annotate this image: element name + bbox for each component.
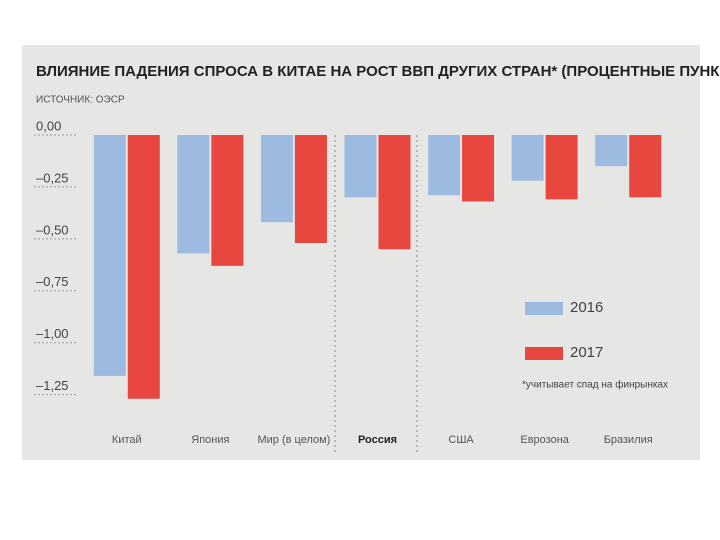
y-tick-label: –0,25 (36, 170, 69, 185)
bar (629, 135, 662, 198)
x-tick-label: США (448, 434, 474, 446)
bar (462, 135, 495, 202)
bar (127, 135, 160, 399)
bar (93, 135, 126, 376)
bar (344, 135, 377, 198)
bar (428, 135, 461, 196)
bar (211, 135, 244, 266)
x-tick-label: Россия (358, 434, 397, 446)
bar (177, 135, 210, 254)
bar (545, 135, 578, 200)
legend-swatch (525, 347, 563, 360)
bar (511, 135, 544, 181)
bar (260, 135, 293, 223)
bar (294, 135, 327, 243)
bar (378, 135, 411, 250)
x-tick-label: Еврозона (520, 434, 569, 446)
x-tick-label: Китай (112, 434, 142, 446)
bar (595, 135, 628, 167)
x-tick-label: Бразилия (604, 434, 653, 446)
chart-title: ВЛИЯНИЕ ПАДЕНИЯ СПРОСА В КИТАЕ НА РОСТ В… (36, 63, 720, 80)
chart-subtitle: ИСТОЧНИК: ОЭСР (36, 95, 125, 106)
y-tick-label: –0,75 (36, 274, 69, 289)
y-tick-label: –0,50 (36, 222, 69, 237)
x-tick-label: Мир (в целом) (257, 434, 330, 446)
y-tick-label: 0,00 (36, 118, 61, 133)
y-tick-label: –1,25 (36, 378, 69, 393)
footnote: *учитывает спад на финрынках (522, 379, 668, 391)
legend-swatch (525, 302, 563, 315)
x-tick-label: Япония (191, 434, 229, 446)
legend-label: 2017 (570, 344, 603, 361)
y-tick-label: –1,00 (36, 326, 69, 341)
legend-label: 2016 (570, 299, 603, 316)
